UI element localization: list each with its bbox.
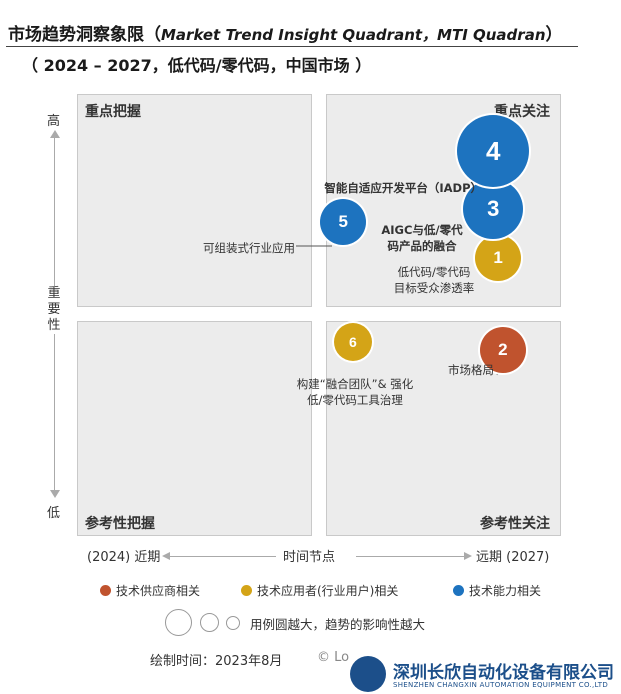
title-en: Market Trend Insight Quadrant，MTI Quadra… xyxy=(161,26,546,44)
size-legend-small xyxy=(226,616,240,630)
title-close: ） xyxy=(545,25,563,45)
x-axis-left-label: (2024) 近期 xyxy=(87,550,161,565)
x-axis-line-left xyxy=(166,556,276,557)
callout-2: 市场格局 xyxy=(448,363,494,377)
quadrant-bottom-left xyxy=(77,321,312,536)
legend-dot-tech_user xyxy=(241,585,252,596)
bubble-6: 6 xyxy=(333,322,372,361)
chart-title: 市场趋势洞察象限（Market Trend Insight Quadrant，M… xyxy=(8,20,563,45)
legend-label-capability: 技术能力相关 xyxy=(469,584,542,598)
bubble-1: 1 xyxy=(475,234,522,281)
legend-item-supplier: 技术供应商相关 xyxy=(100,582,200,599)
watermark-company-cn: 深圳长欣自动化设备有限公司 xyxy=(393,663,614,683)
quadrant-top-left xyxy=(77,94,312,307)
legend-item-capability: 技术能力相关 xyxy=(453,582,541,599)
quadrant-label-bottom-left: 参考性把握 xyxy=(85,516,155,532)
bubble-4: 4 xyxy=(457,115,530,188)
y-axis-arrow-down xyxy=(50,490,60,498)
chart-subtitle: （ 2024 – 2027，低代码/零代码，中国市场 ） xyxy=(22,56,372,75)
y-axis-label: 重要性 xyxy=(46,286,62,334)
x-axis-label: 时间节点 xyxy=(283,550,336,565)
legend-item-tech_user: 技术应用者(行业用户)相关 xyxy=(241,582,398,599)
title-underline xyxy=(6,46,578,47)
title-cn: 市场趋势洞察象限（ xyxy=(8,25,161,45)
bubble-2: 2 xyxy=(479,327,526,374)
legend-dot-supplier xyxy=(100,585,111,596)
x-axis-right-label: 远期 (2027) xyxy=(476,550,550,565)
bubble-5: 5 xyxy=(320,199,367,246)
size-legend-large xyxy=(165,609,192,636)
y-axis-low-label: 低 xyxy=(47,506,61,521)
callout-5: 可组装式行业应用 xyxy=(203,241,295,255)
callout-1: 低代码/零代码 目标受众渗透率 xyxy=(393,265,475,295)
callout-3: AIGC与低/零代 码产品的融合 xyxy=(381,223,463,253)
bubble-3: 3 xyxy=(463,178,524,239)
footer-copyright: © Lo xyxy=(317,650,350,665)
x-axis-line-right xyxy=(356,556,468,557)
callout-4: 智能自适应开发平台（IADP） xyxy=(324,181,482,195)
footer-date: 绘制时间：2023年8月 xyxy=(150,654,283,669)
quadrant-label-top-left: 重点把握 xyxy=(85,104,141,120)
size-legend-note: 用例圆越大，趋势的影响性越大 xyxy=(250,617,426,632)
quadrant-label-top-right: 重点关注 xyxy=(494,104,550,120)
legend-label-supplier: 技术供应商相关 xyxy=(116,584,201,598)
size-legend-medium xyxy=(200,613,219,632)
quadrant-label-bottom-right: 参考性关注 xyxy=(480,516,550,532)
y-axis-arrow-up xyxy=(50,130,60,138)
watermark-logo-icon xyxy=(350,656,386,692)
callout-6: 构建“融合团队”& 强化 低/零代码工具治理 xyxy=(296,377,414,407)
watermark-company-en: SHENZHEN CHANGXIN AUTOMATION EQUIPMENT C… xyxy=(393,681,609,689)
y-axis-high-label: 高 xyxy=(47,114,61,129)
legend-dot-capability xyxy=(453,585,464,596)
legend-label-tech_user: 技术应用者(行业用户)相关 xyxy=(257,584,399,598)
